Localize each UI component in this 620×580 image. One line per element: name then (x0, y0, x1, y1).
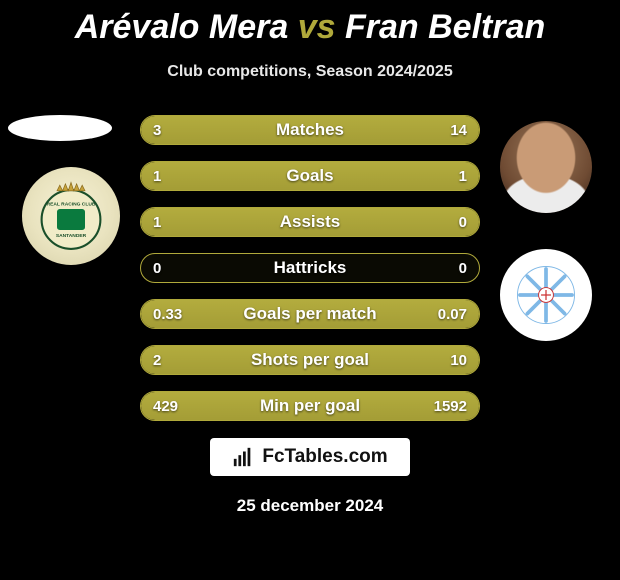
stat-val-right: 10 (450, 346, 467, 374)
footer: FcTables.com 25 december 2024 (0, 438, 620, 516)
player-photo-left (8, 115, 112, 141)
stat-val-right: 1592 (434, 392, 467, 420)
stat-label: Goals (141, 162, 479, 190)
stat-row: 0 Hattricks 0 (140, 253, 480, 283)
club-badge-right (500, 249, 592, 341)
stat-val-right: 0 (459, 254, 467, 282)
stat-row: 0.33 Goals per match 0.07 (140, 299, 480, 329)
player-photo-right (500, 121, 592, 213)
stat-val-right: 0 (459, 208, 467, 236)
chart-icon (232, 446, 254, 468)
stat-label: Matches (141, 116, 479, 144)
celta-badge-icon (515, 264, 577, 326)
stat-row: 3 Matches 14 (140, 115, 480, 145)
comparison-stage: REAL RACING CLUB SANTANDER 3 Matches 14 … (0, 109, 620, 449)
stat-label: Goals per match (141, 300, 479, 328)
date-text: 25 december 2024 (237, 496, 384, 516)
stat-label: Assists (141, 208, 479, 236)
stat-val-right: 1 (459, 162, 467, 190)
stat-row: 2 Shots per goal 10 (140, 345, 480, 375)
stat-label: Hattricks (141, 254, 479, 282)
racing-badge-icon: REAL RACING CLUB SANTANDER (36, 181, 106, 251)
stat-row: 1 Assists 0 (140, 207, 480, 237)
brand-text: FcTables.com (262, 446, 387, 468)
stat-label: Shots per goal (141, 346, 479, 374)
stat-row: 429 Min per goal 1592 (140, 391, 480, 421)
title-vs: vs (298, 8, 336, 46)
stat-bars: 3 Matches 14 1 Goals 1 1 Assists 0 0 Hat… (140, 115, 480, 437)
stat-row: 1 Goals 1 (140, 161, 480, 191)
club-badge-left: REAL RACING CLUB SANTANDER (22, 167, 120, 265)
stat-val-right: 0.07 (438, 300, 467, 328)
subtitle: Club competitions, Season 2024/2025 (0, 63, 620, 81)
title-left: Arévalo Mera (75, 8, 289, 46)
stat-label: Min per goal (141, 392, 479, 420)
stat-val-right: 14 (450, 116, 467, 144)
page-title: Arévalo Mera vs Fran Beltran (0, 0, 620, 47)
svg-text:REAL RACING CLUB: REAL RACING CLUB (47, 202, 96, 208)
svg-text:SANTANDER: SANTANDER (56, 233, 87, 239)
title-right: Fran Beltran (345, 8, 545, 46)
brand-badge: FcTables.com (210, 438, 409, 476)
